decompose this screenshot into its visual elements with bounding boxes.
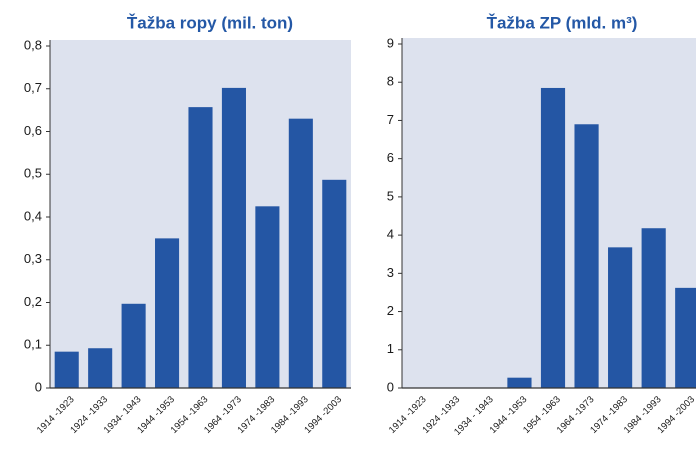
bar — [540, 87, 566, 388]
chart-title: Ťažba ZP (mld. m³) — [487, 13, 638, 32]
bar — [288, 118, 313, 389]
y-tick-label: 4 — [387, 227, 394, 242]
y-tick-label: 3 — [387, 265, 394, 280]
y-tick-label: 6 — [387, 150, 394, 165]
bar — [155, 238, 180, 388]
y-tick-label: 5 — [387, 188, 394, 203]
bar — [221, 87, 246, 389]
bar — [255, 206, 280, 388]
y-tick-label: 0,5 — [24, 166, 42, 181]
bar — [54, 351, 79, 388]
y-tick-label: 0,4 — [24, 208, 42, 223]
bar — [121, 303, 146, 388]
chart-title: Ťažba ropy (mil. ton) — [127, 13, 293, 32]
bar — [641, 228, 666, 388]
y-tick-label: 0,2 — [24, 294, 42, 309]
bar — [675, 287, 696, 388]
bar — [322, 179, 347, 388]
y-tick-label: 0,8 — [24, 37, 42, 52]
bar — [608, 247, 633, 388]
y-tick-label: 8 — [387, 74, 394, 89]
y-tick-label: 1 — [387, 341, 394, 356]
y-tick-label: 2 — [387, 303, 394, 318]
y-tick-label: 0 — [35, 379, 42, 394]
bar — [188, 107, 213, 388]
bar — [507, 377, 532, 388]
y-tick-label: 7 — [387, 112, 394, 127]
y-tick-label: 0 — [387, 379, 394, 394]
y-tick-label: 9 — [387, 35, 394, 50]
bar — [88, 348, 113, 388]
y-tick-label: 0,6 — [24, 123, 42, 138]
y-tick-label: 0,3 — [24, 251, 42, 266]
bar — [574, 124, 599, 389]
y-tick-label: 0,7 — [24, 80, 42, 95]
y-tick-label: 0,1 — [24, 337, 42, 352]
